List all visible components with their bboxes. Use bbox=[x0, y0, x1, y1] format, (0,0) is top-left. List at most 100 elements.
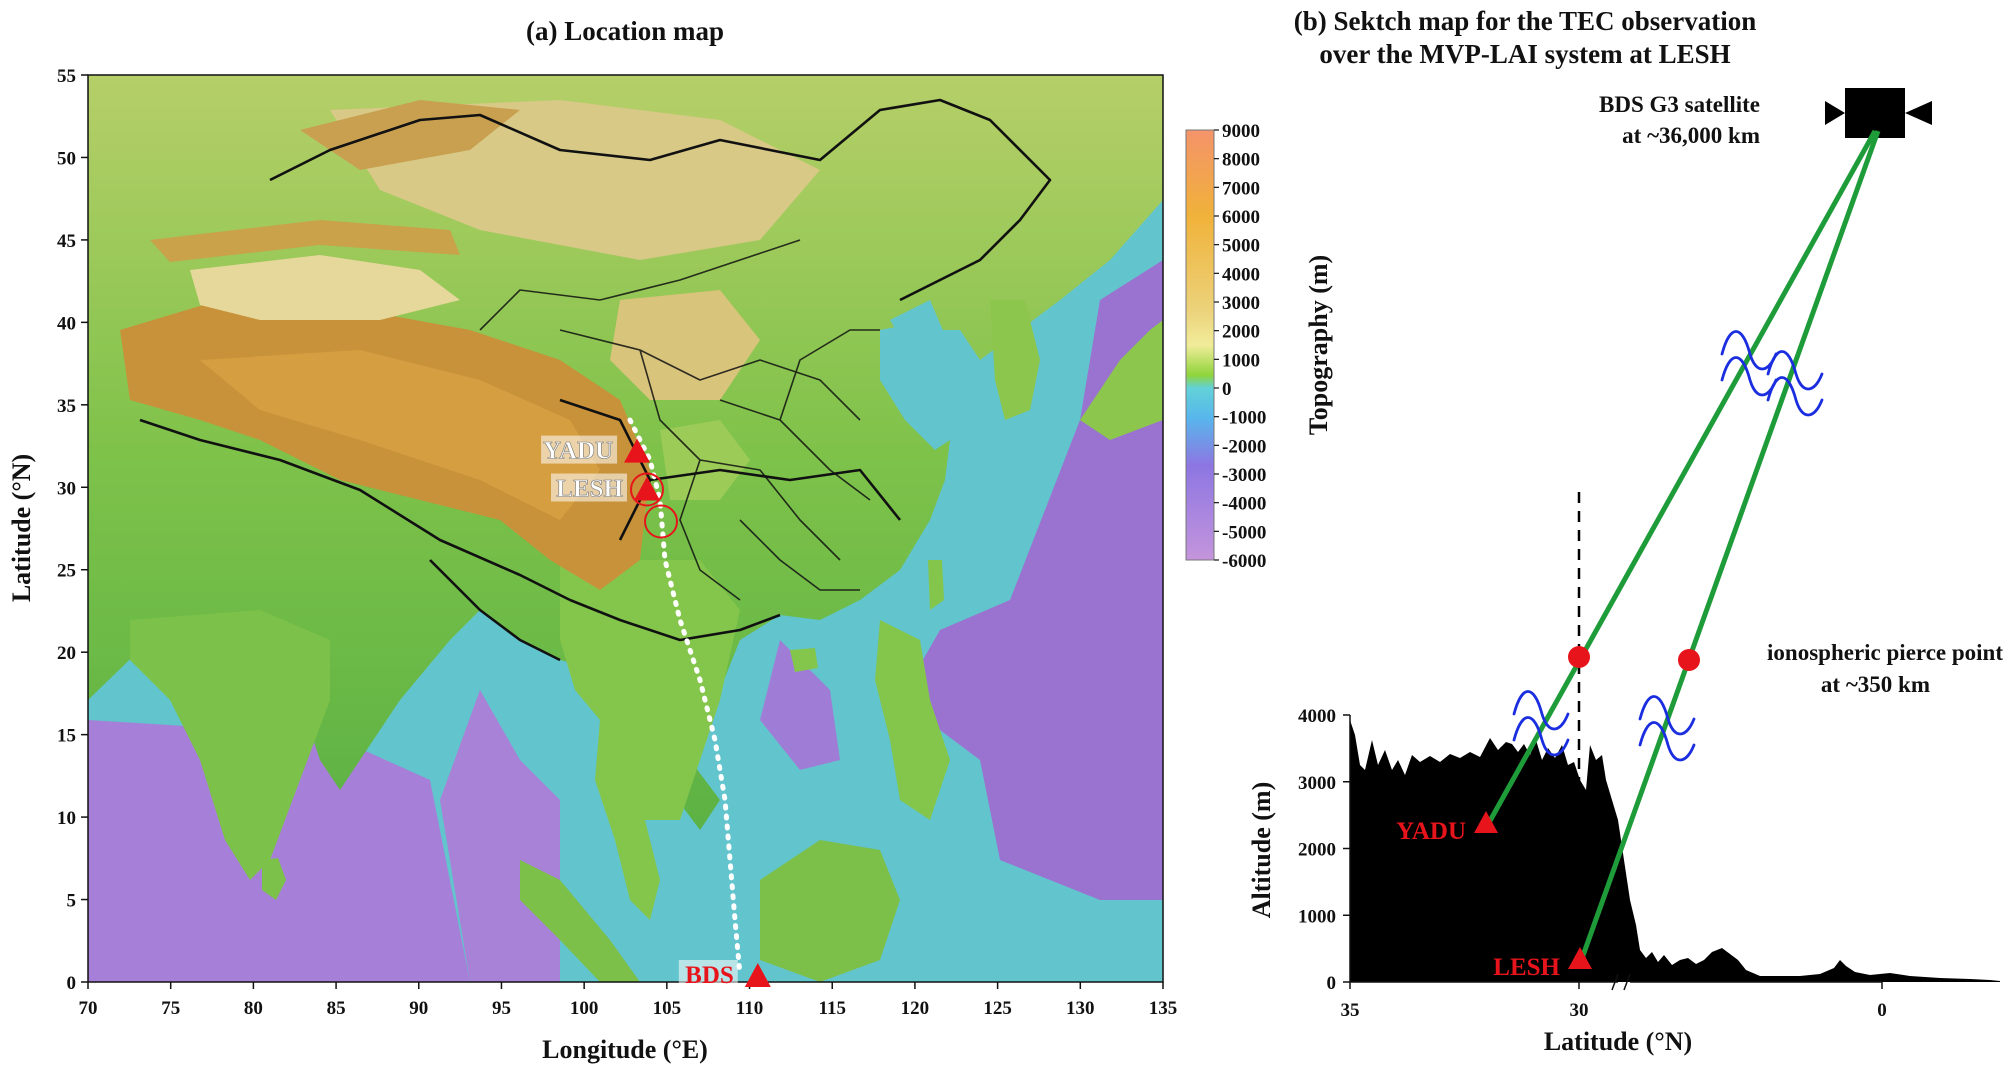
wave-icon bbox=[1512, 690, 1570, 757]
lat-tick-label: 25 bbox=[57, 561, 76, 582]
lon-tick-label: 85 bbox=[327, 998, 346, 1019]
india-peninsula bbox=[130, 610, 330, 880]
lat-tick-label: 45 bbox=[57, 231, 76, 252]
station-lesh: LESH bbox=[551, 473, 660, 503]
lon-tick-label: 115 bbox=[819, 998, 846, 1019]
station-lesh-b: LESH bbox=[1493, 947, 1592, 981]
panel-a-location-map: (a) Location map bbox=[7, 16, 1333, 1064]
lat-tick-label: 10 bbox=[57, 808, 76, 829]
station-yadu: YADU bbox=[541, 435, 651, 465]
lon-tick-label: 75 bbox=[161, 998, 180, 1019]
epicenter-circle bbox=[630, 472, 664, 507]
lon-tick-label: 130 bbox=[1066, 998, 1095, 1019]
panel-a-xlabel: Longitude (°E) bbox=[542, 1035, 708, 1064]
colorbar-tick-label: -5000 bbox=[1222, 522, 1266, 543]
colorbar-tick-label: 3000 bbox=[1222, 293, 1260, 314]
latitude-ticks-b: 35 30 0 bbox=[1341, 982, 1887, 1021]
korea bbox=[990, 300, 1040, 420]
station-markers: YADU LESH BDS bbox=[541, 435, 771, 989]
colorbar-tick-label: 5000 bbox=[1222, 236, 1260, 257]
signal-path-yadu bbox=[1483, 129, 1878, 830]
station-label: BDS bbox=[685, 962, 734, 989]
colorbar-tick-label: -1000 bbox=[1222, 408, 1266, 429]
wave-icon bbox=[1720, 330, 1778, 397]
altitude-ticks: 0 1000 2000 3000 4000 bbox=[1298, 706, 1350, 994]
altitude-tick-label: 1000 bbox=[1298, 906, 1336, 927]
lon-tick-label: 120 bbox=[901, 998, 930, 1019]
borneo bbox=[760, 840, 900, 982]
colorbar bbox=[1185, 129, 1215, 561]
panel-b-title-line2: over the MVP-LAI system at LESH bbox=[1319, 39, 1730, 69]
altitude-tick-label: 4000 bbox=[1298, 706, 1336, 727]
station-label: LESH bbox=[556, 476, 623, 503]
colorbar-tick-label: -6000 bbox=[1222, 551, 1266, 572]
hainan bbox=[790, 648, 818, 672]
station-label-bg bbox=[678, 960, 738, 988]
altitude-tick-label: 2000 bbox=[1298, 840, 1336, 861]
lat-tick-label: 5 bbox=[67, 891, 77, 912]
latitude-ticks: 0 5 10 15 20 25 30 35 40 45 50 55 bbox=[57, 66, 88, 994]
colorbar-tick-label: 7000 bbox=[1222, 178, 1260, 199]
latitude-tick-label: 30 bbox=[1570, 1000, 1589, 1021]
station-bds: BDS bbox=[678, 960, 771, 989]
lat-tick-label: 30 bbox=[57, 478, 76, 499]
malay-peninsula bbox=[595, 720, 660, 920]
station-label-bg bbox=[551, 473, 627, 502]
station-label: YADU bbox=[1396, 818, 1466, 845]
colorbar-tick-label: 9000 bbox=[1222, 121, 1260, 142]
longitude-ticks: 70 75 80 85 90 95 100 105 110 115 120 125 130 135 bbox=[79, 982, 1178, 1019]
ipp-label-line2: at ~350 km bbox=[1821, 672, 1930, 697]
signal-path-lesh bbox=[1577, 130, 1881, 965]
japan bbox=[1080, 320, 1163, 440]
station-markers-b: YADU LESH bbox=[1396, 811, 1592, 981]
indian-ocean-deep bbox=[88, 720, 470, 982]
station-triangle bbox=[634, 476, 660, 501]
lat-tick-label: 0 bbox=[67, 973, 77, 994]
wave-icon bbox=[1766, 350, 1824, 417]
sichuan-basin bbox=[660, 420, 750, 500]
colorbar-tick-label: 0 bbox=[1222, 379, 1232, 400]
wave-icon bbox=[1638, 695, 1696, 762]
panel-b-title-line1: (b) Sektch map for the TEC observation bbox=[1294, 6, 1757, 36]
altitude-tick-label: 0 bbox=[1327, 973, 1337, 994]
colorbar-tick-label: -4000 bbox=[1222, 494, 1266, 515]
lat-tick-label: 55 bbox=[57, 66, 76, 87]
topographic-map bbox=[88, 75, 1163, 982]
lon-tick-label: 110 bbox=[736, 998, 763, 1019]
station-triangle bbox=[624, 438, 651, 463]
satellite-label-line2: at ~36,000 km bbox=[1622, 123, 1760, 148]
tianshan-mountains bbox=[150, 220, 460, 262]
lon-tick-label: 90 bbox=[409, 998, 428, 1019]
south-china-sea-basin bbox=[760, 640, 840, 770]
colorbar-tick-label: -3000 bbox=[1222, 465, 1266, 486]
colorbar-ticks: 9000 8000 7000 6000 5000 4000 3000 2000 1000 0 -10… bbox=[1214, 121, 1266, 572]
lat-tick-label: 15 bbox=[57, 726, 76, 747]
colorbar-tick-label: 2000 bbox=[1222, 322, 1260, 343]
lat-tick-label: 40 bbox=[57, 313, 76, 334]
station-triangle bbox=[744, 963, 771, 987]
lat-tick-label: 20 bbox=[57, 643, 76, 664]
lon-tick-label: 80 bbox=[244, 998, 263, 1019]
panel-a-title: (a) Location map bbox=[526, 16, 724, 46]
latitude-tick-label: 35 bbox=[1341, 1000, 1360, 1021]
sumatra bbox=[520, 860, 640, 982]
station-label: LESH bbox=[1493, 954, 1560, 981]
lon-tick-label: 95 bbox=[492, 998, 511, 1019]
ipp-marker-lesh bbox=[1678, 649, 1700, 671]
colorbar-tick-label: 8000 bbox=[1222, 150, 1260, 171]
sri-lanka bbox=[262, 858, 286, 900]
station-triangle bbox=[1568, 947, 1592, 969]
bds-ground-track bbox=[627, 417, 743, 978]
station-yadu-b: YADU bbox=[1396, 811, 1498, 845]
yellow-sea bbox=[880, 320, 970, 450]
panel-a-ylabel: Latitude (°N) bbox=[7, 454, 36, 602]
lon-tick-label: 100 bbox=[570, 998, 599, 1019]
indochina bbox=[560, 560, 740, 820]
lon-tick-label: 135 bbox=[1149, 998, 1178, 1019]
panel-b-ylabel: Altitude (m) bbox=[1247, 782, 1276, 918]
map-frame bbox=[87, 74, 1164, 983]
colorbar-tick-label: 4000 bbox=[1222, 264, 1260, 285]
taiwan bbox=[928, 560, 944, 610]
station-label-bg bbox=[541, 435, 618, 464]
tibet-highlands bbox=[200, 350, 600, 520]
